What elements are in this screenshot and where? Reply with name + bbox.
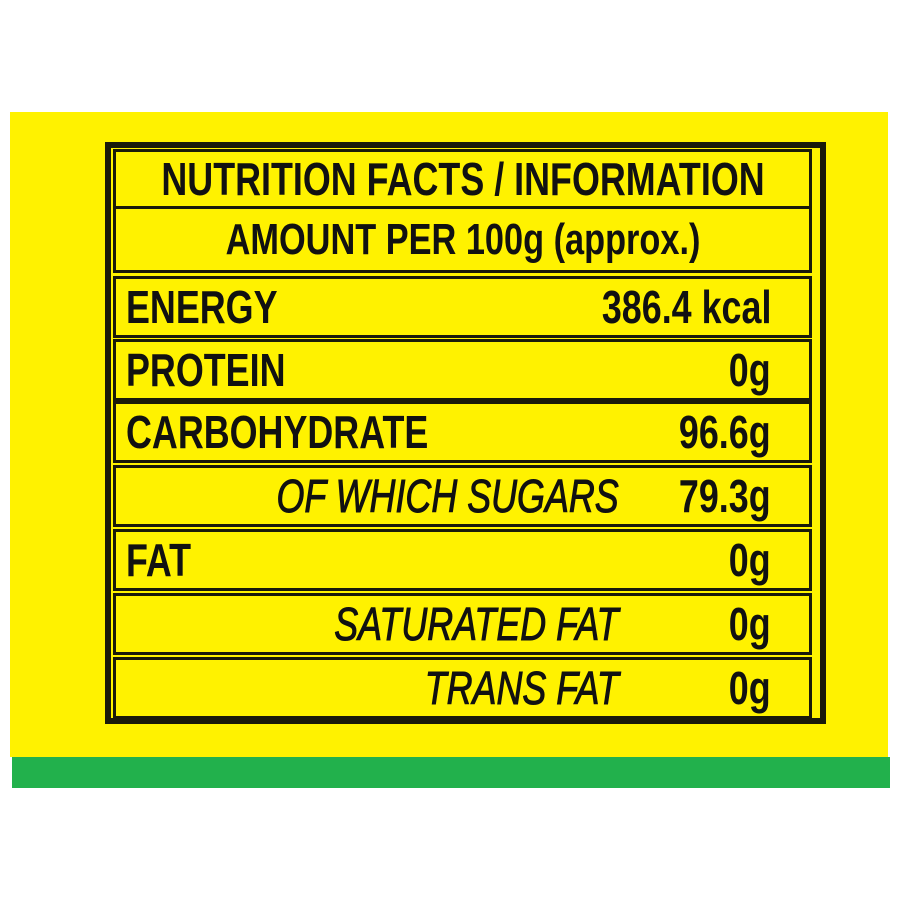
nutrient-name: SATURATED FAT [334,598,619,650]
nutrient-row: OF WHICH SUGARS 79.3g [113,465,812,527]
title-row: NUTRITION FACTS / INFORMATION [113,149,812,209]
nutrient-row: SATURATED FAT 0g [113,593,812,655]
nutrient-name: FAT [126,534,192,586]
nutrient-name: OF WHICH SUGARS [276,470,619,522]
nutrient-name: CARBOHYDRATE [126,406,429,458]
nutrient-value: 386.4 kcal [601,281,771,333]
nutrient-value: 0g [729,534,771,586]
nutrient-value: 0g [729,344,771,396]
green-stripe [12,757,890,788]
nutrient-row: PROTEIN 0g [113,339,812,401]
nutrient-row: CARBOHYDRATE 96.6g [113,401,812,463]
nutrient-name: ENERGY [126,281,278,333]
serving-row: AMOUNT PER 100g (approx.) [113,206,812,273]
nutrient-row: FAT 0g [113,529,812,591]
serving-size: AMOUNT PER 100g (approx.) [225,214,700,264]
nutrient-value: 79.3g [679,470,771,522]
table-title: NUTRITION FACTS / INFORMATION [160,153,765,205]
nutrient-name: TRANS FAT [424,662,620,714]
nutrient-name: PROTEIN [126,344,286,396]
nutrient-row: TRANS FAT 0g [113,657,812,719]
nutrient-value: 0g [729,598,771,650]
nutrient-value: 96.6g [679,406,771,458]
nutrient-value: 0g [729,662,771,714]
nutrition-table-border [105,142,826,724]
nutrient-row: ENERGY 386.4 kcal [113,276,812,338]
